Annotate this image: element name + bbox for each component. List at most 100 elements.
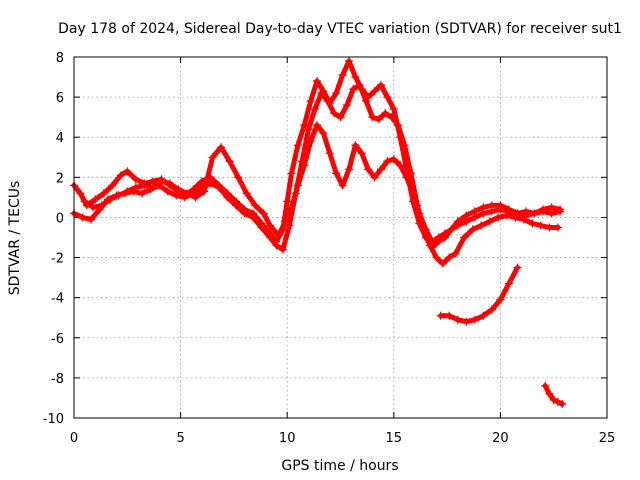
data-point bbox=[287, 203, 296, 212]
data-point bbox=[453, 315, 462, 324]
data-point bbox=[332, 169, 341, 178]
data-point bbox=[140, 181, 149, 190]
data-series bbox=[70, 57, 567, 408]
data-point bbox=[496, 205, 505, 214]
data-point bbox=[349, 85, 358, 94]
y-tick-label: 6 bbox=[56, 91, 64, 106]
data-point bbox=[191, 193, 200, 202]
data-point bbox=[357, 149, 366, 158]
y-tick-label: 2 bbox=[56, 171, 64, 186]
data-point bbox=[400, 141, 409, 150]
data-point bbox=[345, 165, 354, 174]
data-point bbox=[99, 189, 108, 198]
x-tick-label: 25 bbox=[599, 431, 616, 446]
data-point bbox=[370, 173, 379, 182]
data-point bbox=[281, 217, 290, 226]
series-track-d bbox=[436, 263, 522, 326]
data-point bbox=[479, 209, 488, 218]
data-point bbox=[317, 89, 326, 98]
data-point bbox=[123, 167, 132, 176]
series-trace bbox=[82, 122, 563, 244]
x-tick-label: 0 bbox=[70, 431, 78, 446]
data-point bbox=[447, 225, 456, 234]
data-point bbox=[116, 171, 125, 180]
data-point bbox=[225, 157, 234, 166]
data-point bbox=[362, 97, 371, 106]
data-point bbox=[494, 213, 503, 222]
data-point bbox=[364, 165, 373, 174]
data-point bbox=[332, 89, 341, 98]
data-point bbox=[323, 97, 332, 106]
data-point bbox=[165, 179, 174, 188]
data-point bbox=[370, 87, 379, 96]
x-tick-label: 5 bbox=[176, 431, 184, 446]
data-point bbox=[242, 189, 251, 198]
data-point bbox=[293, 141, 302, 150]
data-point bbox=[553, 397, 562, 406]
data-point bbox=[453, 221, 462, 230]
series-trace bbox=[438, 265, 520, 325]
y-tick-label: -2 bbox=[51, 252, 64, 267]
data-point bbox=[249, 213, 258, 222]
data-point bbox=[479, 311, 488, 320]
data-point bbox=[539, 207, 548, 216]
x-tick-label: 20 bbox=[492, 431, 509, 446]
data-point bbox=[487, 305, 496, 314]
data-point bbox=[80, 197, 89, 206]
data-point bbox=[541, 381, 550, 390]
data-point bbox=[445, 311, 454, 320]
data-point bbox=[266, 233, 275, 242]
data-point bbox=[172, 191, 181, 200]
data-point bbox=[496, 295, 505, 304]
chart-title: Day 178 of 2024, Sidereal Day-to-day VTE… bbox=[58, 21, 622, 37]
data-point bbox=[251, 201, 260, 210]
data-point bbox=[76, 189, 85, 198]
data-point bbox=[313, 121, 322, 130]
y-tick-label: 8 bbox=[56, 51, 64, 66]
data-point bbox=[214, 183, 223, 192]
data-point bbox=[114, 191, 123, 200]
data-point bbox=[487, 207, 496, 216]
data-point bbox=[402, 173, 411, 182]
data-point bbox=[513, 209, 522, 218]
data-point bbox=[549, 395, 558, 404]
data-point bbox=[342, 101, 351, 110]
x-axis-label: GPS time / hours bbox=[281, 458, 398, 474]
y-tick-label: -4 bbox=[51, 292, 64, 307]
data-point bbox=[338, 181, 347, 190]
data-point bbox=[148, 183, 157, 192]
data-point bbox=[470, 213, 479, 222]
data-point bbox=[470, 315, 479, 324]
tick-labels: 0 5 10 15 20 25 -10 -8 -6 -4 -2 0 2 4 6 8 bbox=[43, 51, 616, 446]
y-tick-label: 4 bbox=[56, 131, 64, 146]
data-point bbox=[157, 177, 166, 186]
data-point bbox=[462, 317, 471, 326]
data-point bbox=[421, 225, 430, 234]
data-point bbox=[396, 161, 405, 170]
data-point bbox=[558, 399, 567, 408]
data-point bbox=[553, 223, 562, 232]
data-point bbox=[389, 105, 398, 114]
data-point bbox=[310, 105, 319, 114]
data-point bbox=[477, 221, 486, 230]
data-point bbox=[428, 237, 437, 246]
series-track-e bbox=[541, 381, 567, 408]
data-point bbox=[345, 57, 354, 66]
data-point bbox=[528, 219, 537, 228]
plot-frame bbox=[73, 56, 608, 419]
data-point bbox=[266, 221, 275, 230]
data-point bbox=[200, 187, 209, 196]
data-point bbox=[545, 389, 554, 398]
data-point bbox=[123, 187, 132, 196]
data-point bbox=[440, 229, 449, 238]
data-point bbox=[163, 187, 172, 196]
data-point bbox=[374, 115, 383, 124]
data-point bbox=[78, 213, 87, 222]
data-point bbox=[330, 109, 339, 118]
data-point bbox=[232, 201, 241, 210]
data-point bbox=[462, 217, 471, 226]
data-point bbox=[377, 81, 386, 90]
data-point bbox=[536, 221, 545, 230]
